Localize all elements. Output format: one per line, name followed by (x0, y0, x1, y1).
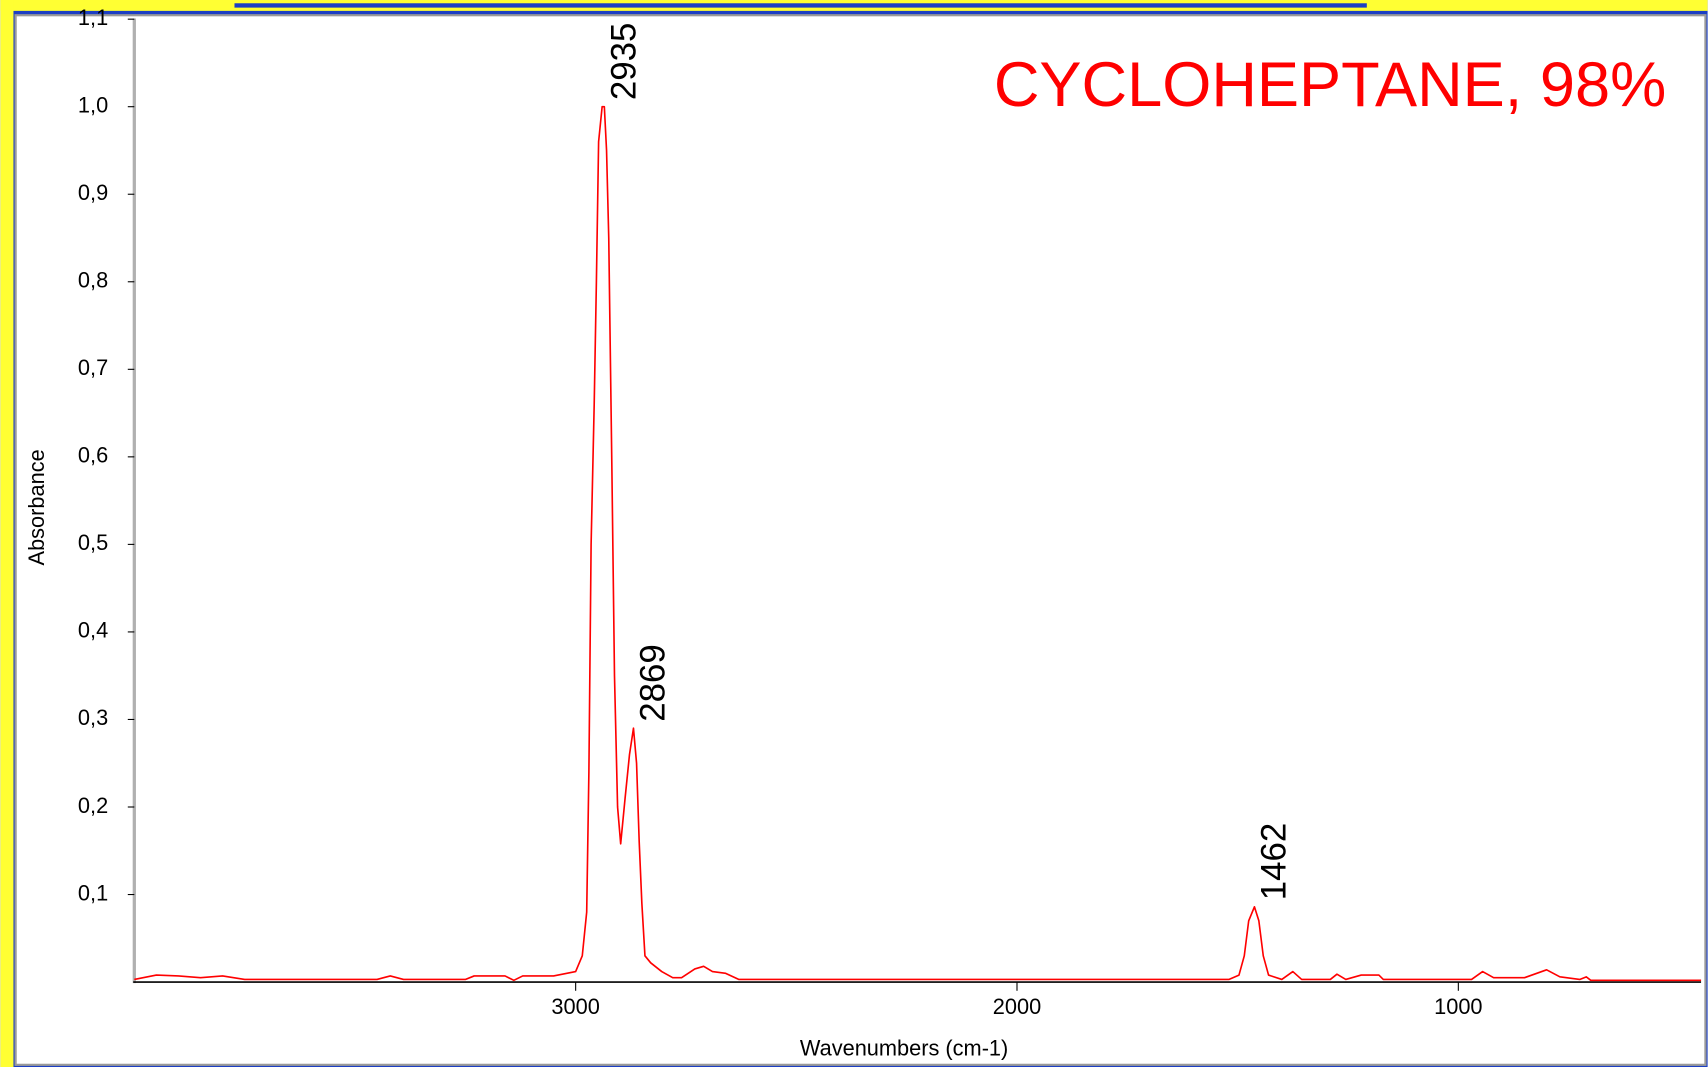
frame-top-band (234, 3, 1367, 8)
y-tick-label: 1,1 (78, 5, 108, 30)
y-tick-label: 0,6 (78, 443, 108, 468)
y-tick-label: 0,8 (78, 268, 108, 293)
y-tick-label: 0,7 (78, 355, 108, 380)
frame-left (0, 0, 14, 1067)
panel (14, 14, 1707, 1066)
y-tick-label: 0,2 (78, 793, 108, 818)
y-tick-label: 0,4 (78, 618, 108, 643)
y-tick-label: 0,1 (78, 880, 108, 905)
x-tick-label: 1000 (1434, 994, 1482, 1019)
y-tick-label: 0,5 (78, 530, 108, 555)
y-tick-label: 0,9 (78, 180, 108, 205)
y-tick-label: 1,0 (78, 92, 108, 117)
peak-label: 2935 (604, 23, 643, 100)
peak-label: 1462 (1254, 823, 1293, 900)
x-tick-label: 2000 (993, 994, 1041, 1019)
peak-label: 2869 (633, 644, 672, 721)
y-axis-label: Absorbance (24, 449, 49, 565)
x-axis-label: Wavenumbers (cm-1) (800, 1035, 1008, 1060)
spectrum-line (134, 105, 1702, 982)
y-tick-label: 0,3 (78, 705, 108, 730)
chart-title: CYCLOHEPTANE, 98% (994, 50, 1666, 120)
x-tick-label: 3000 (551, 994, 599, 1019)
